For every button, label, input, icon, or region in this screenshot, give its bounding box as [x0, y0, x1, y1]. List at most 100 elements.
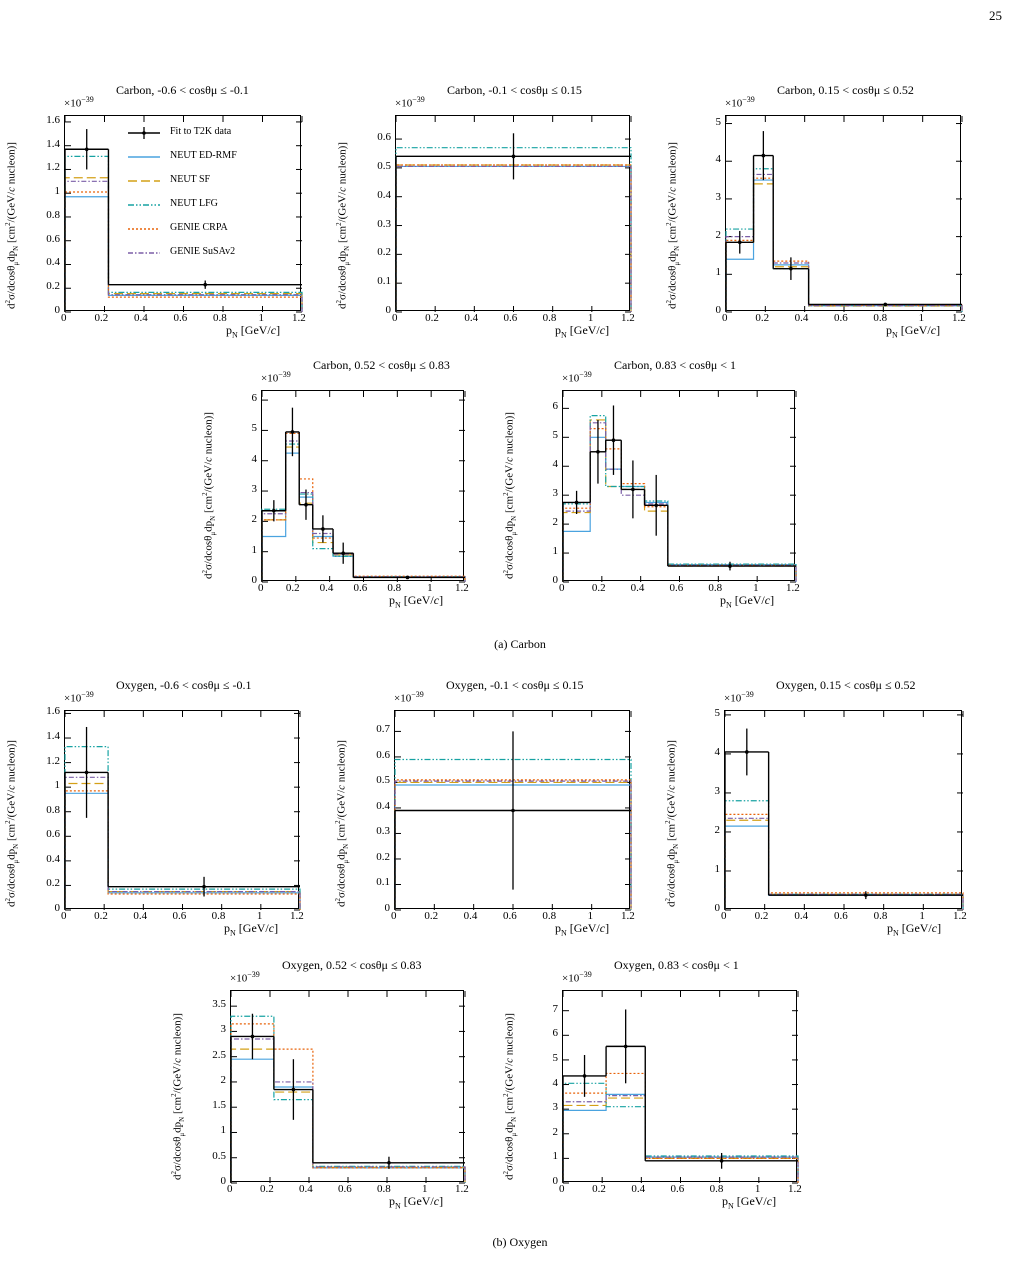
y-tick-label: 1.6	[46, 113, 60, 126]
x-tick-label: 0.4	[319, 582, 334, 594]
x-tick-label: 0	[559, 1183, 565, 1195]
x-tick-label: 0.2	[592, 1183, 606, 1195]
y-tick-label: 2	[714, 823, 721, 836]
legend-swatch	[128, 156, 160, 158]
chart-title: Oxygen, -0.1 < cosθμ ≤ 0.15	[446, 678, 584, 692]
data-point	[596, 449, 600, 454]
histogram-neut_lfg	[562, 1082, 799, 1183]
y-axis-label: d2σ/dcosθμdpN [cm2/(GeV/c nucleon)]	[170, 1013, 186, 1180]
y-axis-label: d2σ/dcosθμdpN [cm2/(GeV/c nucleon)]	[335, 142, 351, 309]
y-tick-label: 0.4	[46, 256, 60, 269]
y-tick-label: 1	[251, 543, 258, 556]
x-tick-label: 0.8	[211, 910, 226, 922]
y-tick-label: 2	[552, 1125, 559, 1138]
y-tick-label: 2	[552, 516, 559, 529]
y-tick-label: 1	[714, 862, 721, 875]
histogram-genie_susav2	[230, 1038, 466, 1183]
x-tick-label: 0	[559, 582, 565, 594]
histogram-genie_susav2	[562, 1095, 799, 1183]
y-tick-label: 1.6	[46, 705, 60, 718]
data-point	[654, 503, 658, 508]
plot-svg	[261, 391, 466, 583]
y-tick-label: 4	[552, 1076, 559, 1089]
data-point	[864, 893, 868, 897]
x-tick-label: 0.8	[709, 1183, 724, 1195]
y-tick-label: 6	[552, 1027, 559, 1040]
x-tick-label: 1	[754, 1183, 761, 1195]
y-tick-label: 1.4	[46, 137, 60, 150]
y-tick-label: 0.5	[377, 159, 391, 172]
x-tick-label: 0.2	[591, 582, 606, 594]
x-tick-label: 0.6	[834, 910, 848, 922]
x-tick-label: 0.4	[463, 910, 478, 922]
y-tick-label: 3	[552, 1101, 559, 1114]
data-point	[341, 551, 345, 555]
histogram-genie_crpa	[395, 164, 632, 312]
histogram-genie_crpa	[230, 1023, 466, 1183]
histogram-neut_sf	[395, 164, 632, 312]
axis-exponent: ×10−39	[261, 370, 291, 385]
plot-area	[394, 710, 632, 911]
y-tick-label: 0	[715, 304, 722, 316]
axis-exponent: ×10−39	[724, 690, 754, 705]
x-tick-label: 0.4	[631, 1183, 646, 1195]
data-point	[737, 240, 742, 245]
x-tick-label: 0.4	[794, 910, 809, 922]
x-tick-label: 0.6	[670, 1183, 685, 1195]
histogram-neut_edrmf	[395, 165, 632, 312]
data-point	[631, 487, 635, 492]
data-point	[272, 508, 276, 513]
caption-carbon: (a) Carbon	[494, 637, 546, 651]
legend-label: GENIE CRPA	[170, 222, 228, 233]
histogram-neut_lfg	[64, 746, 301, 910]
histogram-neut_edrmf	[230, 1058, 466, 1183]
histogram-genie_susav2	[724, 817, 964, 910]
y-tick-label: 0.1	[376, 876, 390, 889]
y-tick-label: 5	[251, 422, 258, 435]
exponent-power: −39	[412, 95, 425, 104]
y-tick-label: 4	[714, 745, 721, 758]
histogram-neut_sf	[261, 446, 466, 582]
plot-svg	[725, 116, 963, 313]
y-tick-label: 3.5	[212, 998, 226, 1011]
data-point	[611, 438, 616, 442]
x-tick-label: 0.8	[542, 312, 557, 324]
x-tick-label: 1	[918, 312, 925, 324]
y-tick-label: 3	[220, 1023, 227, 1036]
x-tick-label: 0	[258, 582, 264, 594]
x-tick-label: 0.2	[94, 312, 109, 324]
y-tick-label: 1	[54, 779, 61, 792]
axis-exponent: ×10−39	[230, 970, 260, 985]
exponent-base: ×10	[64, 97, 82, 110]
x-tick-label: 0.4	[464, 312, 479, 324]
y-tick-label: 0	[552, 1175, 559, 1187]
y-tick-label: 0.4	[46, 852, 60, 865]
x-axis-label: pN [GeV/c]	[555, 323, 610, 340]
histogram-neut_lfg	[724, 800, 964, 910]
histogram-genie_crpa	[562, 1072, 799, 1183]
y-tick-label: 5	[715, 115, 722, 128]
x-tick-label: 0	[61, 910, 67, 922]
x-tick-label: 0.4	[630, 582, 645, 594]
exponent-power: −39	[81, 690, 94, 699]
plot-svg	[562, 991, 799, 1184]
data-point	[582, 1074, 587, 1078]
plot-svg	[64, 116, 303, 313]
y-tick-label: 0	[220, 1175, 227, 1187]
x-tick-label: 1.2	[621, 910, 635, 922]
plot-area	[64, 115, 303, 313]
y-tick-label: 0	[251, 574, 258, 586]
plot-svg	[724, 711, 964, 911]
exponent-base: ×10	[261, 372, 279, 385]
y-tick-label: 5	[552, 429, 559, 442]
y-tick-label: 0	[54, 304, 61, 316]
chart-title: Carbon, -0.1 < cosθμ ≤ 0.15	[447, 83, 582, 97]
page-number: 25	[989, 8, 1002, 23]
plot-area	[724, 710, 964, 911]
x-tick-label: 0.2	[425, 312, 439, 324]
histogram-genie_susav2	[725, 173, 963, 312]
legend-swatch	[128, 204, 160, 206]
x-tick-label: 0	[227, 1183, 233, 1195]
y-tick-label: 4	[251, 452, 258, 465]
y-tick-label: 6	[251, 392, 258, 405]
